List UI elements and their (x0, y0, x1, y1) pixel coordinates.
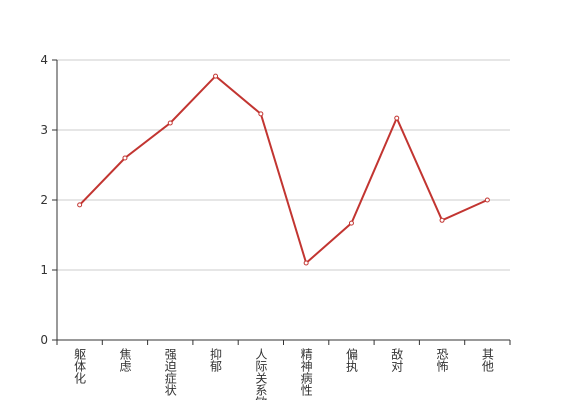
x-tick-label: 精神病性 (299, 348, 313, 397)
point (122, 155, 128, 161)
y-tick-label: 2 (40, 193, 48, 207)
point (484, 197, 490, 203)
x-tick-label: 人际关系敏感 (254, 348, 268, 400)
point (439, 217, 445, 223)
point (258, 111, 264, 117)
x-tick-label: 偏执 (344, 347, 358, 373)
x-tick-label: 其他 (480, 348, 494, 372)
y-tick-label: 4 (40, 53, 48, 67)
y-tick-label: 0 (40, 333, 48, 347)
line (78, 74, 488, 265)
x-tick-label: 焦虑 (118, 348, 132, 372)
x-tick-label: 强迫症状 (163, 348, 177, 396)
y-tick-label: 1 (40, 263, 48, 277)
x-tick-label: 恐怖 (435, 348, 449, 372)
point (213, 73, 219, 79)
x-tick-label: 敌对 (390, 347, 404, 372)
y-tick-label: 3 (40, 123, 48, 137)
point (394, 115, 400, 121)
x-tick-label: 躯体化 (73, 347, 87, 385)
x-tick-label: 抑郁 (209, 347, 223, 373)
point (348, 220, 354, 226)
point (167, 120, 173, 126)
point (303, 260, 309, 266)
point (77, 202, 83, 208)
